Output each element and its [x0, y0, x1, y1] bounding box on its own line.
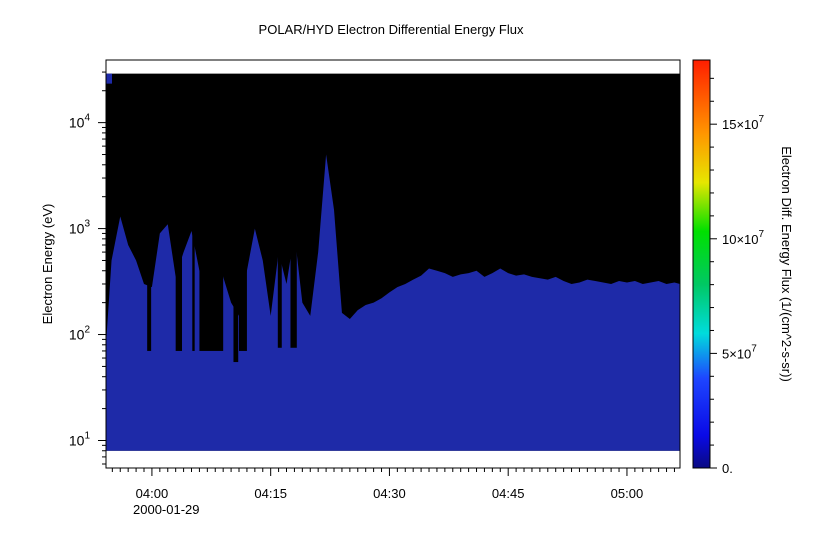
plot-frame	[105, 59, 681, 469]
y-tick-label: 103	[69, 219, 91, 237]
y-axis: 101 102 103 104	[69, 71, 106, 465]
flux-region	[106, 154, 680, 451]
spectrogram-image	[106, 73, 680, 451]
flux-notches	[106, 73, 297, 363]
colorbar-tick-label: 0.	[722, 461, 733, 476]
flux-gap	[192, 209, 195, 351]
date-label: 2000-01-29	[133, 502, 200, 517]
colorbar-tick-label: 10×107	[722, 229, 765, 247]
x-tick-label: 04:30	[373, 486, 406, 501]
y-tick-label: 101	[69, 430, 91, 448]
flux-gap	[277, 209, 282, 348]
x-tick-label: 04:45	[492, 486, 525, 501]
x-tick-label: 05:00	[611, 486, 644, 501]
flux-gap	[290, 209, 297, 348]
colorbar-tick-label: 5×107	[722, 343, 757, 361]
colorbar-tick-label: 15×107	[722, 114, 765, 132]
flux-gap	[233, 209, 239, 363]
flux-patch	[106, 73, 112, 84]
colorbar-axis: 0. 5×107 10×107 15×107	[710, 77, 765, 476]
colorbar-label: Electron Diff. Energy Flux (1/(cm^2-s-sr…	[779, 146, 794, 382]
flux-gap	[199, 209, 224, 351]
chart-title: POLAR/HYD Electron Differential Energy F…	[259, 22, 524, 37]
y-axis-label: Electron Energy (eV)	[40, 204, 55, 325]
x-tick-label: 04:00	[136, 486, 169, 501]
flux-gap	[239, 209, 247, 351]
y-tick-label: 104	[69, 113, 91, 131]
y-tick-label: 102	[69, 325, 91, 343]
colorbar	[692, 59, 711, 469]
x-tick-label: 04:15	[254, 486, 287, 501]
x-axis: 04:00 04:15 04:30 04:45 05:00	[111, 468, 675, 501]
flux-gap	[147, 209, 152, 351]
flux-gap	[175, 209, 183, 351]
